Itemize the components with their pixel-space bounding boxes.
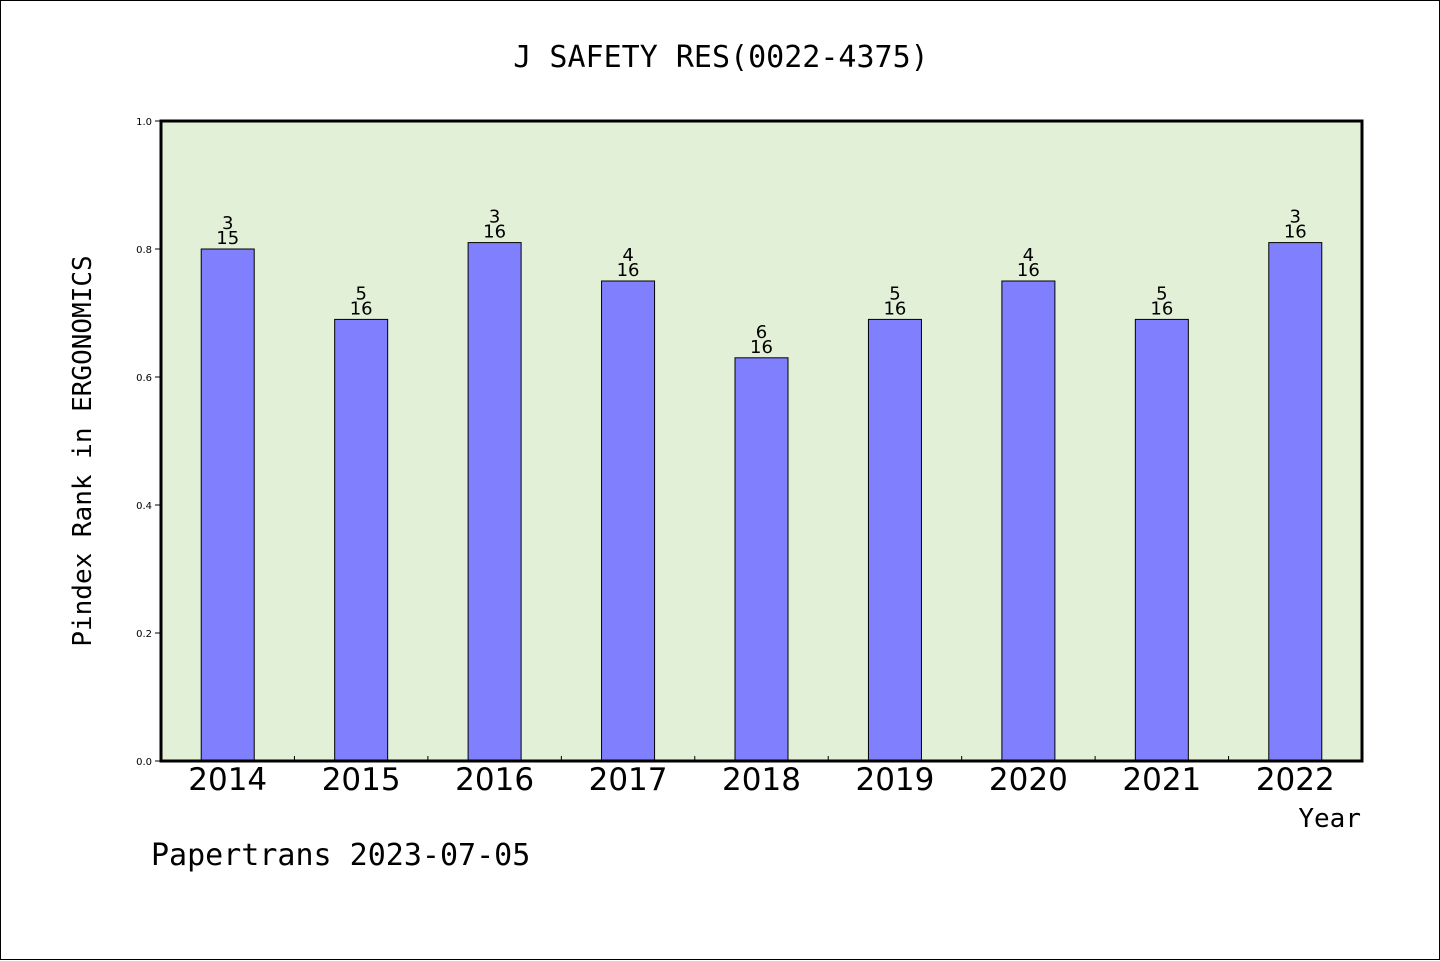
rank-label-2021: 5 <box>1156 283 1167 304</box>
y-tick-label-1: 0.2 <box>136 629 152 640</box>
y-axis-label: Pindex Rank in ERGONOMICS <box>68 255 98 646</box>
y-tick-label-4: 0.8 <box>136 245 152 256</box>
bar-2017 <box>601 280 656 762</box>
bar-2015 <box>334 318 389 762</box>
x-tick-label-2015: 2015 <box>322 762 401 798</box>
y-tick-label-2: 0.4 <box>136 501 152 512</box>
chart-title: J SAFETY RES(0022-4375) <box>513 40 928 75</box>
y-axis: 0.0 0.2 0.4 0.6 0.8 1.0 <box>136 117 161 768</box>
rank-label-2018: 6 <box>756 322 767 343</box>
bar-2019 <box>867 318 922 762</box>
y-tick-label-0: 0.0 <box>136 757 152 768</box>
rank-label-2015: 5 <box>355 283 366 304</box>
x-tick-label-2018: 2018 <box>722 762 801 798</box>
rank-label-2014: 3 <box>222 213 233 234</box>
footer-credit: Papertrans 2023-07-05 <box>151 838 530 873</box>
plot-border <box>159 119 1364 763</box>
bar-2014 <box>200 248 255 762</box>
bar-2022 <box>1268 242 1323 762</box>
x-tick-label-2014: 2014 <box>188 762 267 798</box>
bar-2020 <box>1001 280 1056 762</box>
total-label-2015: 16 <box>350 298 373 319</box>
rank-label-2016: 3 <box>489 207 500 228</box>
total-label-2022: 16 <box>1284 222 1307 243</box>
total-label-2020: 16 <box>1017 260 1040 281</box>
y-tick-label-3: 0.6 <box>136 373 152 384</box>
total-label-2019: 16 <box>883 298 906 319</box>
bar-2016 <box>467 242 522 762</box>
bar-2021 <box>1134 318 1189 762</box>
rank-label-2017: 4 <box>622 245 633 266</box>
rank-label-2019: 5 <box>889 283 900 304</box>
bar-2018 <box>734 357 789 762</box>
x-tick-label-2017: 2017 <box>589 762 668 798</box>
y-tick-label-5: 1.0 <box>136 117 152 128</box>
x-tick-label-2016: 2016 <box>455 762 534 798</box>
total-label-2017: 16 <box>617 260 640 281</box>
total-label-2018: 16 <box>750 337 773 358</box>
rank-label-2020: 4 <box>1023 245 1034 266</box>
total-label-2021: 16 <box>1150 298 1173 319</box>
x-tick-label-2022: 2022 <box>1256 762 1335 798</box>
x-tick-label-2021: 2021 <box>1122 762 1201 798</box>
total-label-2014: 15 <box>216 228 239 249</box>
x-axis: 2014 2015 2016 2017 2018 2019 2020 2021 2022 <box>188 756 1335 798</box>
bars-group <box>200 242 1323 762</box>
rank-label-2022: 3 <box>1290 207 1301 228</box>
x-tick-label-2020: 2020 <box>989 762 1068 798</box>
total-label-2016: 16 <box>483 222 506 243</box>
x-tick-label-2019: 2019 <box>855 762 934 798</box>
x-axis-label: Year <box>1298 804 1361 834</box>
